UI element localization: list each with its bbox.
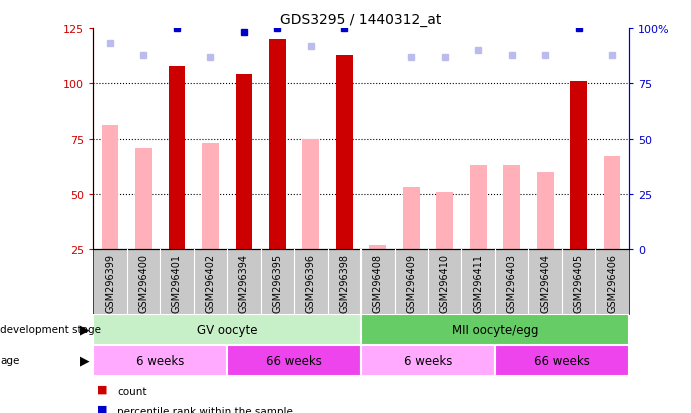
Text: 6 weeks: 6 weeks [404,354,452,367]
Text: GSM296409: GSM296409 [406,253,416,312]
Bar [336,55,352,250]
Bar [269,40,286,250]
Text: GSM296406: GSM296406 [607,253,617,312]
Text: GSM296394: GSM296394 [239,253,249,312]
Text: count: count [117,386,147,396]
Text: 66 weeks: 66 weeks [266,354,322,367]
Text: ▶: ▶ [80,354,90,367]
Text: GSM296402: GSM296402 [205,253,216,312]
Bar [102,126,118,250]
Text: GSM296398: GSM296398 [339,253,350,312]
Bar [93,314,361,345]
Bar [227,345,361,376]
Text: GSM296404: GSM296404 [540,253,550,312]
Bar [303,140,319,250]
Bar [135,148,152,250]
Bar [495,345,629,376]
Text: ■: ■ [97,384,107,394]
Text: development stage: development stage [0,324,101,335]
Text: ■: ■ [97,404,107,413]
Text: GSM296403: GSM296403 [507,253,517,312]
Bar [470,166,486,250]
Text: GV oocyte: GV oocyte [197,323,258,336]
Bar [236,75,252,250]
Title: GDS3295 / 1440312_at: GDS3295 / 1440312_at [281,12,442,26]
Text: MII oocyte/egg: MII oocyte/egg [452,323,538,336]
Text: ▶: ▶ [80,323,90,336]
Text: GSM296400: GSM296400 [138,253,149,312]
Text: 6 weeks: 6 weeks [136,354,184,367]
Bar [436,192,453,250]
Bar [537,173,553,250]
Text: GSM296408: GSM296408 [372,253,383,312]
Text: GSM296411: GSM296411 [473,253,483,312]
Text: GSM296405: GSM296405 [574,253,584,312]
Bar [361,345,495,376]
Text: GSM296410: GSM296410 [439,253,450,312]
Text: percentile rank within the sample: percentile rank within the sample [117,406,294,413]
Bar [202,144,219,250]
Text: GSM296401: GSM296401 [172,253,182,312]
Text: GSM296396: GSM296396 [306,253,316,312]
Bar [361,314,629,345]
Text: GSM296395: GSM296395 [272,253,283,312]
Bar [503,166,520,250]
Bar [570,82,587,250]
Bar [370,245,386,250]
Text: age: age [0,355,19,366]
Text: 66 weeks: 66 weeks [534,354,590,367]
Bar [93,345,227,376]
Bar [169,66,185,250]
Text: GSM296399: GSM296399 [105,253,115,312]
Bar [604,157,621,250]
Bar [403,188,419,250]
